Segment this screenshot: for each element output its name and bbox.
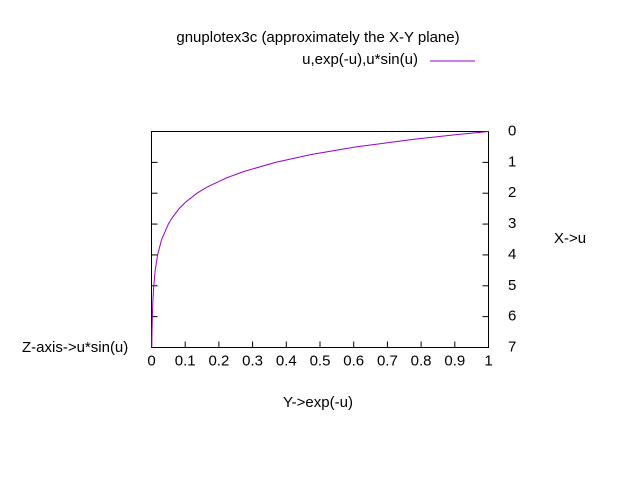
- y-tick-label: 6: [508, 308, 516, 325]
- y-tick-label: 4: [508, 246, 516, 263]
- x-tick-label: 0.9: [444, 352, 465, 369]
- data-line: [151, 131, 489, 348]
- y-tick-label: 2: [508, 184, 516, 201]
- y-tick-label: 7: [508, 338, 516, 355]
- legend-label: u,exp(-u),u*sin(u): [302, 51, 418, 68]
- y-tick-label: 1: [508, 153, 516, 170]
- chart-title: gnuplotex3c (approximately the X-Y plane…: [176, 29, 459, 46]
- x-axis-label: Y->exp(-u): [283, 394, 353, 411]
- z-axis-label: Z-axis->u*sin(u): [22, 339, 128, 356]
- plot-frame: [151, 131, 489, 348]
- x-tick-label: 0.6: [343, 352, 364, 369]
- y-tick-label: 5: [508, 277, 516, 294]
- y-tick-label: 3: [508, 215, 516, 232]
- x-tick-label: 0.4: [276, 352, 297, 369]
- x-tick-label: 1: [484, 352, 492, 369]
- x-tick-label: 0.5: [310, 352, 331, 369]
- x-tick-label: 0.7: [377, 352, 398, 369]
- x-tick-label: 0.8: [411, 352, 432, 369]
- y-tick-label: 0: [508, 122, 516, 139]
- x-tick-label: 0.1: [175, 352, 196, 369]
- x-tick-label: 0: [147, 352, 155, 369]
- y-axis-label: X->u: [554, 230, 586, 247]
- x-tick-label: 0.3: [242, 352, 263, 369]
- x-tick-label: 0.2: [208, 352, 229, 369]
